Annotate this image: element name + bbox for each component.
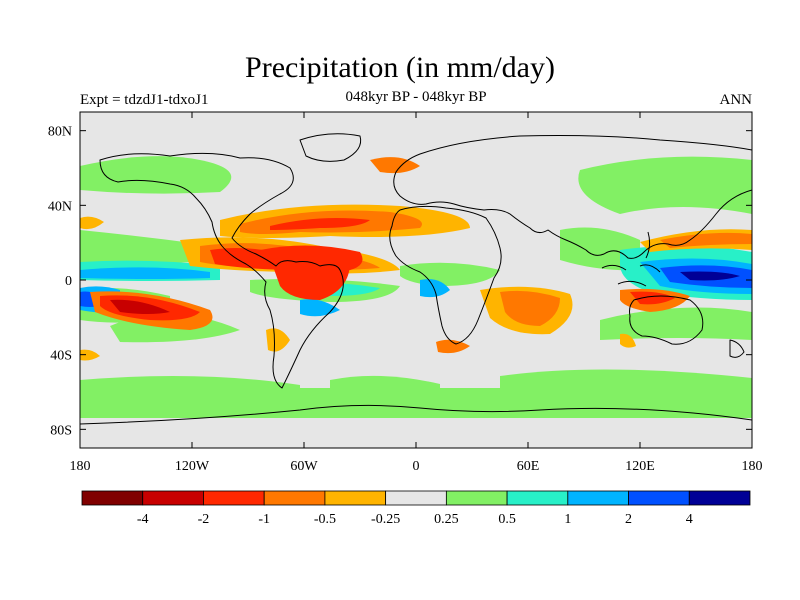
colorbar-label: 0.25 [434,512,459,527]
colorbar-swatch [567,490,629,506]
colorbar: -4 -2 -1 -0.5 -0.25 0.25 0.5 1 2 4 [81,490,751,527]
field-patch [266,328,290,352]
field-patch [80,349,100,361]
precipitation-field [80,156,752,418]
colorbar-swatch [324,490,387,506]
y-tick-label: 80N [48,125,72,140]
y-tick-label: 40N [48,199,72,214]
colorbar-swatch [688,490,751,506]
experiment-label: Expt = tdzdJ1-tdxoJ1 [80,92,209,108]
field-patch [680,271,740,281]
colorbar-label: -2 [198,512,210,527]
colorbar-swatch [628,490,690,506]
field-patch [500,290,560,326]
africa-coastline [389,205,502,345]
colorbar-label: 1 [564,512,571,527]
field-patch [330,375,440,396]
x-tick-label: 120E [625,459,655,474]
field-patch [620,333,636,348]
colorbar-label: 2 [625,512,632,527]
americas-coastline [99,152,344,389]
eurasia-coastline [393,135,752,259]
colorbar-label: -0.25 [371,512,400,527]
field-patch [270,218,370,230]
colorbar-label: -1 [258,512,270,527]
field-patch [80,230,200,263]
latitude-axis: 80N 40N 0 40S 80S [48,125,752,438]
colorbar-swatch [263,490,326,506]
field-patch [80,267,210,279]
y-tick-label: 80S [50,423,72,438]
colorbar-swatch [506,490,569,506]
map-panel [79,111,753,449]
x-tick-label: 180 [742,459,763,474]
colorbar-label: 0.5 [498,512,516,527]
field-patch [370,157,420,174]
colorbar-swatch [142,490,204,506]
field-patch [80,156,232,194]
colorbar-swatch [203,490,265,506]
coastlines [80,133,752,425]
field-patch [260,245,363,272]
maritime-continent-coastline [601,231,661,287]
x-tick-label: 180 [70,459,91,474]
field-patch [600,307,752,340]
field-patch [436,339,470,354]
x-tick-label: 60E [517,459,540,474]
field-patch [110,299,170,314]
colorbar-label: 4 [686,512,693,527]
field-patch [630,291,675,305]
antarctica-coastline [80,404,752,425]
field-patch [578,156,752,214]
x-tick-label: 0 [413,459,420,474]
x-tick-label: 60W [290,459,318,474]
plot-title: Precipitation (in mm/day) [245,51,555,84]
field-patch [80,376,300,400]
colorbar-swatch [81,490,144,506]
colorbar-swatch [385,490,447,506]
field-patch [80,216,104,230]
field-patch [420,279,450,298]
season-label: ANN [719,92,753,108]
x-tick-label: 120W [175,459,210,474]
colorbar-label: -4 [137,512,149,527]
new-zealand-coastline [729,339,745,358]
colorbar-label: -0.5 [314,512,336,527]
colorbar-swatch [445,490,508,506]
field-patch [500,369,752,398]
y-tick-label: 40S [50,349,72,364]
y-tick-label: 0 [65,274,72,289]
australia-coastline [629,295,704,345]
greenland-coastline [299,133,362,162]
longitude-axis: 180 120W 60W 0 60E 120E 180 [70,112,763,474]
period-label: 048kyr BP - 048kyr BP [345,89,487,105]
